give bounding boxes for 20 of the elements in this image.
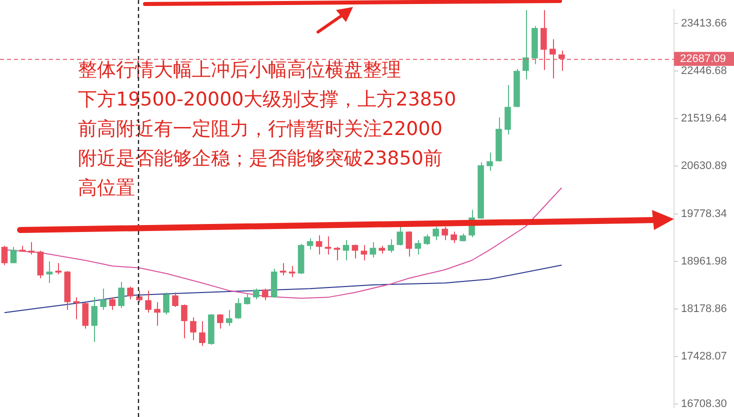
candlestick <box>252 288 260 300</box>
y-tick-label: 22446.68 <box>681 64 727 77</box>
candlestick <box>262 288 268 301</box>
y-tick-label: 16708.30 <box>681 398 727 410</box>
candlestick <box>73 296 80 320</box>
ref-line-label: 22687.09 <box>680 52 726 65</box>
y-tick-label: 18178.86 <box>681 302 727 315</box>
y-tick-label: 18961.98 <box>681 255 727 268</box>
annotation: 高位置 <box>78 177 135 199</box>
annotation: 下方19500-20000大级别支撑，上方23850 <box>78 88 456 110</box>
y-tick-label: 17428.07 <box>681 350 727 363</box>
candlestick <box>127 286 134 300</box>
candlestick <box>414 240 422 256</box>
candlestick <box>145 290 152 314</box>
annotation: 附近是否能够企稳；是否能够突破23850前 <box>78 148 442 170</box>
y-tick-label: 19778.34 <box>681 208 727 220</box>
candlestick <box>558 50 565 72</box>
y-tick-label: 23413.66 <box>681 17 727 30</box>
y-tick-label: 20630.89 <box>681 160 727 172</box>
y-tick-label: 21519.64 <box>681 112 727 125</box>
